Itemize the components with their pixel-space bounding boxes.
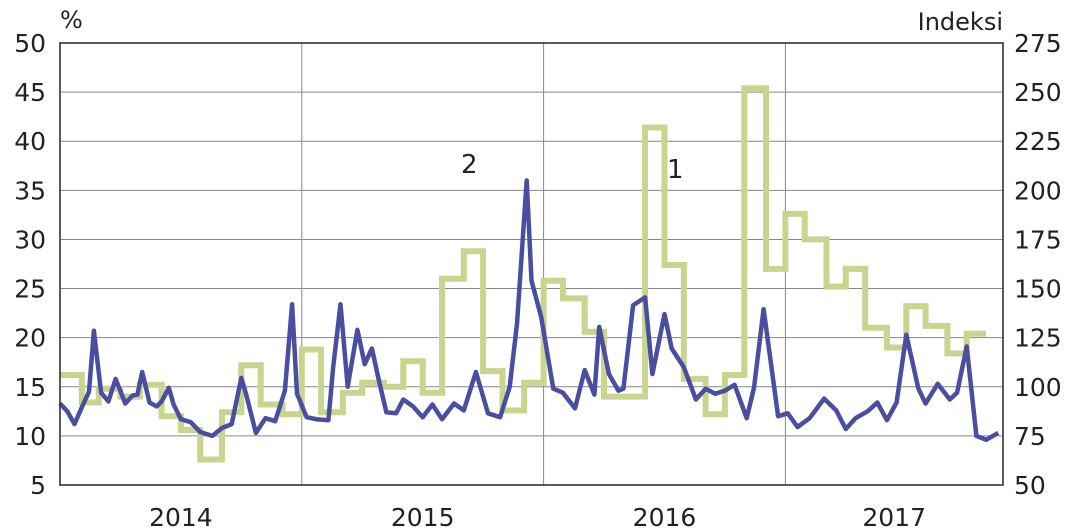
x-tick-label: 2014 <box>149 503 213 531</box>
right-tick-label: 225 <box>1014 127 1062 156</box>
series-1-line <box>60 85 987 463</box>
right-axis-tick-labels: 50 75 100 125 150 175 200 225 250 275 <box>1014 29 1062 500</box>
left-tick-label: 15 <box>14 373 46 402</box>
series-lines <box>58 85 1000 463</box>
plot-frame <box>59 42 1004 486</box>
right-axis-unit: Indeksi <box>918 8 1003 36</box>
right-tick-label: 75 <box>1014 422 1046 451</box>
right-tick-label: 100 <box>1014 373 1062 402</box>
left-axis-tick-labels: 5 10 15 20 25 30 35 40 45 50 <box>14 29 46 500</box>
left-tick-label: 40 <box>14 127 46 156</box>
left-tick-label: 30 <box>14 225 46 254</box>
x-tick-label: 2017 <box>862 503 926 531</box>
series-2-label: 2 <box>461 150 478 180</box>
series-1-label: 1 <box>667 155 684 185</box>
right-tick-label: 275 <box>1014 29 1062 58</box>
right-tick-label: 125 <box>1014 324 1062 353</box>
left-tick-label: 5 <box>30 471 46 500</box>
x-tick-label: 2015 <box>391 503 455 531</box>
x-tick-label: 2016 <box>633 503 697 531</box>
right-tick-label: 50 <box>1014 471 1046 500</box>
left-axis-unit: % <box>60 6 83 34</box>
right-tick-label: 175 <box>1014 225 1062 254</box>
left-tick-label: 45 <box>14 78 46 107</box>
left-tick-label: 25 <box>14 275 46 304</box>
left-tick-label: 50 <box>14 29 46 58</box>
left-tick-label: 20 <box>14 324 46 353</box>
right-tick-label: 250 <box>1014 78 1062 107</box>
series-2-line <box>58 178 1000 443</box>
right-tick-label: 200 <box>1014 176 1062 205</box>
left-tick-label: 10 <box>14 422 46 451</box>
right-tick-label: 150 <box>1014 275 1062 304</box>
x-axis-tick-labels: 2014 2015 2016 2017 <box>149 503 926 531</box>
left-tick-label: 35 <box>14 176 46 205</box>
